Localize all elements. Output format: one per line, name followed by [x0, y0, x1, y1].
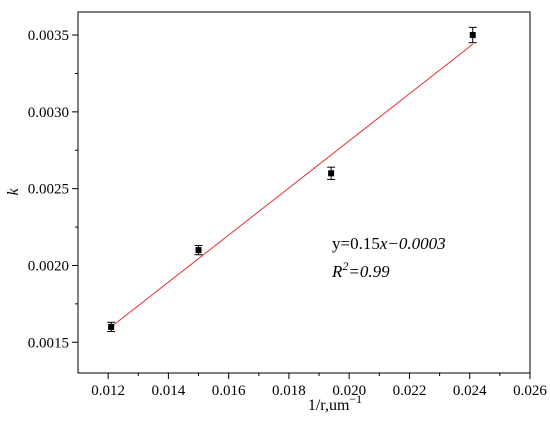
- r-squared: R2=0.99: [331, 259, 390, 281]
- r-squared-superscript: 2: [342, 259, 348, 273]
- x-tick-label: 0.016: [212, 383, 246, 399]
- y-tick-label: 0.0025: [28, 182, 69, 198]
- data-point: [107, 321, 116, 333]
- fit-equation-suffix: −0.0003: [387, 234, 445, 253]
- point-marker: [195, 247, 202, 254]
- r-squared-label: R: [331, 262, 343, 281]
- y-tick-label: 0.0030: [28, 105, 69, 121]
- y-tick-labels: 0.0015 0.0020 0.0025 0.0030 0.0035: [28, 28, 69, 351]
- y-tick-label: 0.0015: [28, 335, 69, 351]
- x-axis-title: 1/r,um−1: [308, 392, 362, 414]
- data-point: [468, 26, 477, 44]
- fit-equation-variable: x: [379, 234, 388, 253]
- point-marker: [469, 32, 476, 39]
- x-tick-label: 0.024: [453, 383, 487, 399]
- x-axis-title-text: 1/r,um: [308, 397, 350, 414]
- plot-frame: [77, 11, 531, 374]
- major-ticks: [72, 34, 531, 379]
- fit-equation-prefix: y=0.15: [332, 234, 380, 253]
- x-tick-label: 0.020: [332, 383, 366, 399]
- point-marker: [328, 170, 335, 177]
- x-tick-labels: 0.012 0.014 0.016 0.018 0.020 0.022 0.024 0.026: [91, 383, 547, 399]
- x-tick-label: 0.018: [272, 383, 306, 399]
- x-tick-label: 0.022: [393, 383, 427, 399]
- x-tick-label: 0.026: [513, 383, 547, 399]
- x-axis-title-superscript: −1: [349, 392, 362, 406]
- x-tick-label: 0.014: [152, 383, 186, 399]
- point-marker: [108, 323, 115, 330]
- y-axis-title: k: [5, 188, 22, 196]
- data-point: [327, 166, 336, 180]
- data-points: [107, 26, 477, 333]
- y-tick-label: 0.0020: [28, 258, 69, 274]
- minor-ticks: [75, 72, 501, 376]
- r-squared-value: =0.99: [348, 262, 390, 281]
- fit-line: [110, 43, 474, 328]
- x-tick-label: 0.012: [91, 383, 125, 399]
- data-point: [194, 244, 203, 256]
- y-tick-label: 0.0035: [28, 28, 69, 44]
- fit-equation: y=0.15x−0.0003: [332, 234, 446, 253]
